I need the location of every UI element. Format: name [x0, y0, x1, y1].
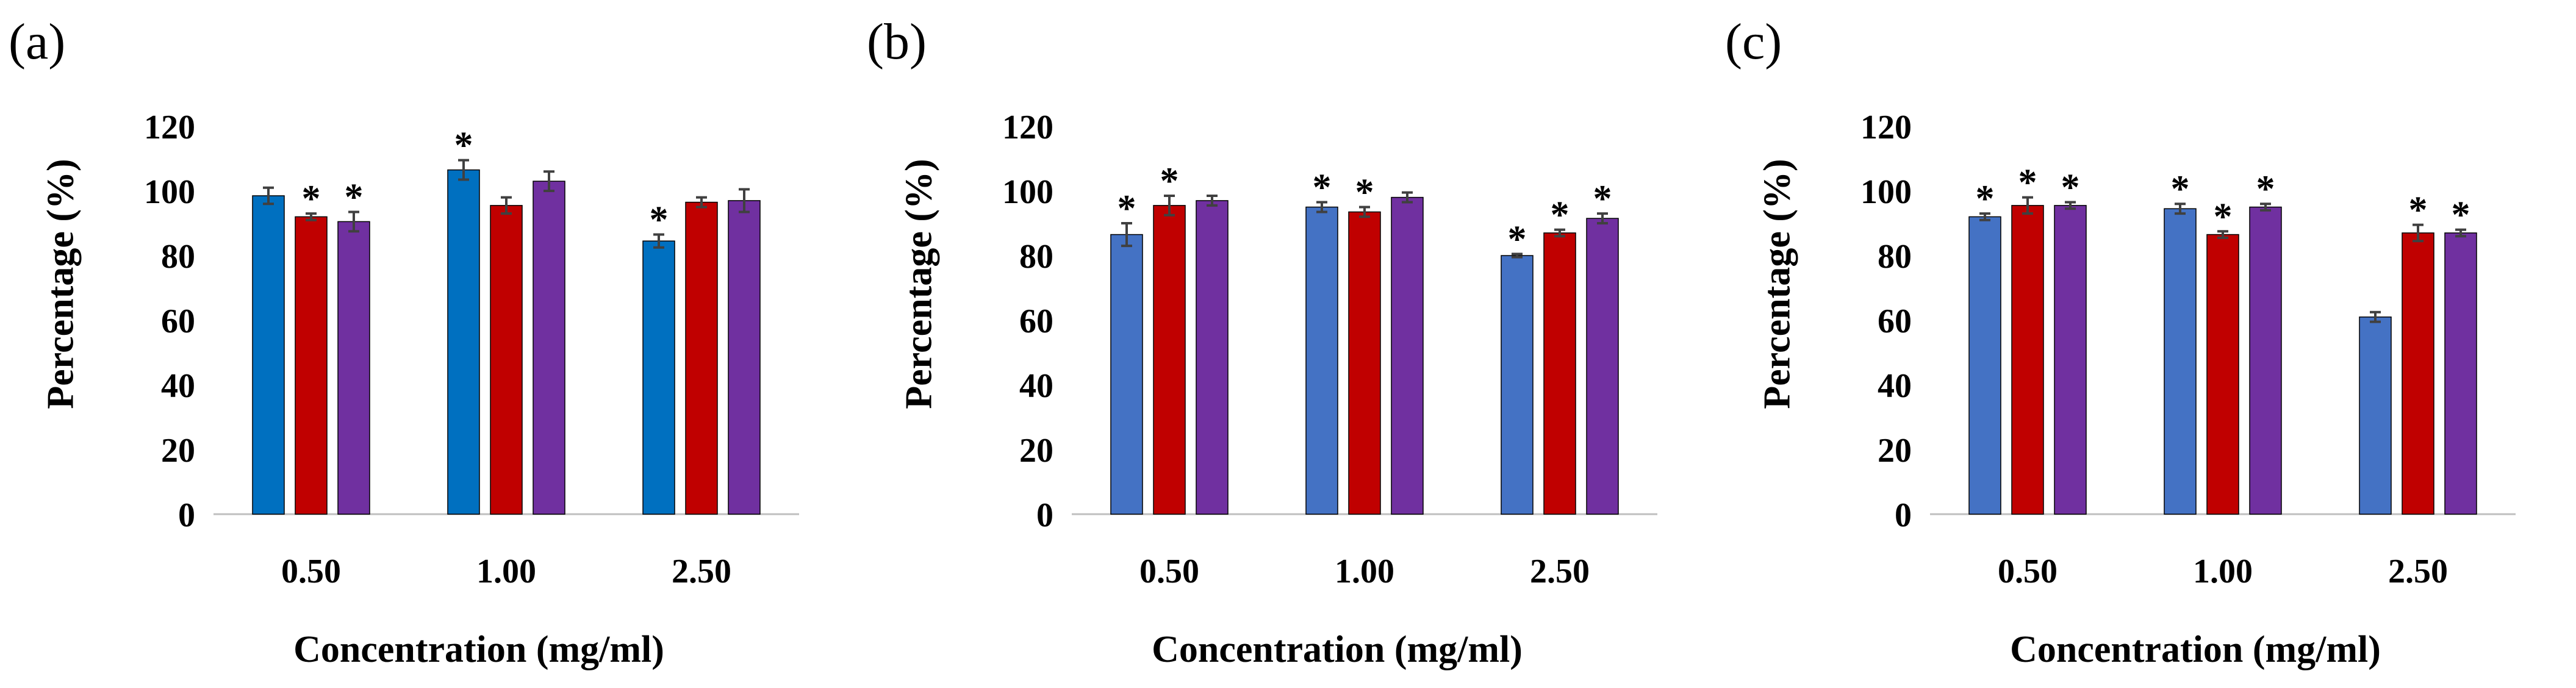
y-tick-label: 120: [144, 109, 195, 146]
bar: [447, 169, 480, 515]
significance-marker: *: [2018, 162, 2037, 204]
panel-label: (c): [1725, 13, 1782, 70]
x-tick-label: 2.50: [1530, 553, 1590, 590]
x-tick-label: 0.50: [281, 553, 341, 590]
bar: [2054, 205, 2087, 515]
bar: [1348, 211, 1381, 515]
significance-marker: *: [2171, 168, 2190, 210]
y-tick-label: 100: [1860, 173, 1912, 211]
significance-marker: *: [1118, 188, 1136, 229]
bar: [2011, 205, 2044, 515]
y-tick-label: 80: [1019, 238, 1053, 276]
x-tick-label: 0.50: [1139, 553, 1199, 590]
bar: [685, 201, 718, 515]
significance-marker: *: [1976, 178, 1995, 220]
x-tick-label: 2.50: [2388, 553, 2448, 590]
significance-marker: *: [1551, 195, 1570, 236]
bar: [2402, 232, 2434, 515]
panel-label: (b): [867, 13, 927, 70]
significance-marker: *: [2409, 190, 2428, 231]
chart-svg: 0 20 40 60 80 100 120 0.50 * * 1.00 * 2.50 *: [144, 109, 799, 590]
y-tick-label: 20: [161, 432, 195, 470]
bar: [2444, 232, 2477, 515]
y-tick-label: 40: [1878, 367, 1912, 405]
bar: [1305, 206, 1338, 515]
significance-marker: *: [1313, 167, 1332, 209]
y-tick-label: 80: [1878, 238, 1912, 276]
panel-label: (a): [9, 13, 66, 70]
bar: [2206, 234, 2239, 515]
significance-marker: *: [1355, 172, 1374, 213]
x-axis-label: Concentration (mg/ml): [1152, 629, 1523, 670]
chart-svg: 0 20 40 60 80 100 120 0.50 * * 1.00 * * 2.50 * * *: [1002, 109, 1657, 590]
x-tick-label: 1.00: [476, 553, 536, 590]
bar: [1586, 218, 1619, 515]
bar: [337, 221, 370, 515]
bar: [1543, 232, 1576, 515]
y-tick-label: 100: [1002, 173, 1053, 211]
significance-marker: *: [2256, 168, 2275, 210]
x-tick-label: 0.50: [1998, 553, 2058, 590]
x-tick-label: 1.00: [1335, 553, 1394, 590]
y-tick-label: 60: [1019, 303, 1053, 340]
y-tick-label: 40: [161, 367, 195, 405]
bar: [1391, 196, 1424, 515]
x-tick-label: 1.00: [2193, 553, 2253, 590]
significance-marker: *: [345, 176, 364, 218]
y-tick-label: 120: [1860, 109, 1912, 146]
y-tick-label: 120: [1002, 109, 1053, 146]
significance-marker: *: [1160, 160, 1179, 202]
bar: [490, 205, 523, 515]
bar: [2164, 208, 2197, 515]
chart-panel-a: (a) Percentage (%) 0 20 40 60 80 100 120 0.50 * *…: [0, 0, 858, 688]
bar: [1968, 216, 2001, 515]
chart-panel-b: (b) Percentage (%) 0 20 40 60 80 100 120 0.50 * *…: [858, 0, 1717, 688]
bar: [1110, 234, 1143, 515]
bar: [295, 216, 328, 515]
bar: [2249, 206, 2282, 515]
bar: [1501, 255, 1534, 515]
x-axis-label: Concentration (mg/ml): [293, 629, 664, 670]
bar: [252, 195, 285, 515]
chart-svg: 0 20 40 60 80 100 120 0.50 * * * 1.00 * * * 2.50 * *: [1860, 109, 2516, 590]
bar: [1153, 205, 1186, 515]
y-tick-label: 0: [1036, 496, 1053, 534]
y-tick-label: 40: [1019, 367, 1053, 405]
y-tick-label: 20: [1878, 432, 1912, 470]
bar: [728, 200, 761, 515]
y-tick-label: 20: [1019, 432, 1053, 470]
significance-marker: *: [2452, 195, 2470, 236]
y-tick-label: 60: [161, 303, 195, 340]
chart-panel-c: (c) Percentage (%) 0 20 40 60 80 100 120 0.50 * *…: [1717, 0, 2575, 688]
y-tick-label: 100: [144, 173, 195, 211]
bar: [1196, 200, 1229, 515]
bar: [533, 181, 565, 515]
significance-marker: *: [1508, 218, 1527, 260]
significance-marker: *: [2061, 167, 2080, 209]
significance-marker: *: [650, 199, 669, 241]
significance-marker: *: [1593, 178, 1612, 220]
bar: [642, 240, 675, 515]
bar: [2359, 316, 2392, 515]
x-tick-label: 2.50: [672, 553, 731, 590]
y-tick-label: 0: [178, 496, 195, 534]
y-tick-label: 80: [161, 238, 195, 276]
significance-marker: *: [454, 125, 473, 167]
significance-marker: *: [2214, 196, 2233, 237]
x-axis-label: Concentration (mg/ml): [2010, 629, 2381, 670]
significance-marker: *: [302, 178, 321, 220]
y-tick-label: 60: [1878, 303, 1912, 340]
y-tick-label: 0: [1895, 496, 1912, 534]
